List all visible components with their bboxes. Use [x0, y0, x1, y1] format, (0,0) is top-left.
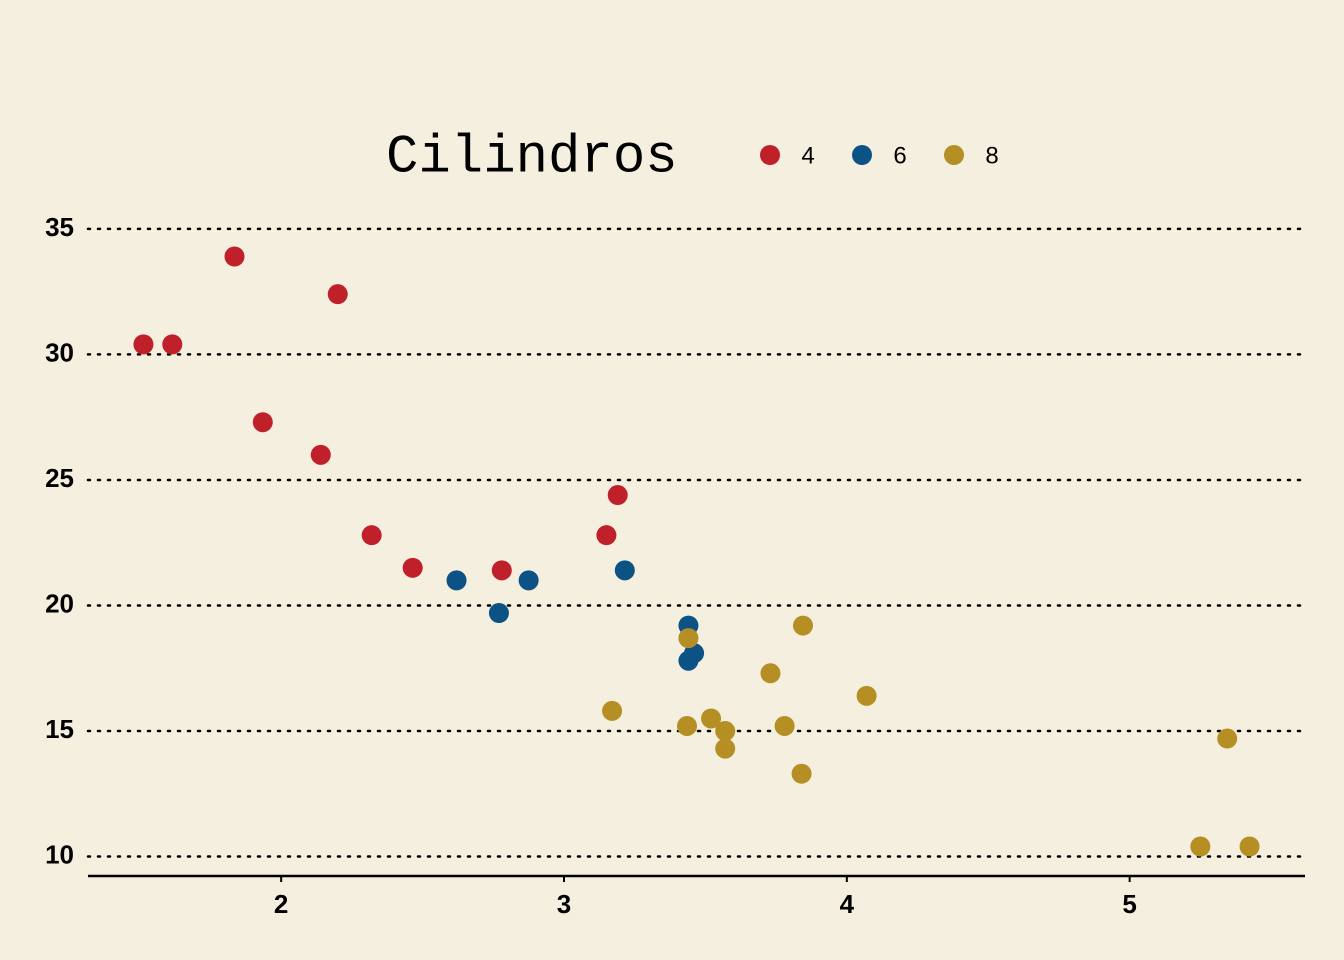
point — [701, 708, 722, 729]
point — [491, 560, 512, 581]
point — [1190, 836, 1211, 857]
point — [1239, 836, 1260, 857]
y-tick-label: 10 — [45, 839, 74, 869]
point — [678, 650, 699, 671]
point — [518, 570, 539, 591]
point — [774, 715, 795, 736]
point — [402, 557, 423, 578]
point — [614, 560, 635, 581]
point — [791, 763, 812, 784]
point — [327, 284, 348, 305]
point — [224, 246, 245, 267]
point — [678, 628, 699, 649]
y-tick-label: 25 — [45, 463, 74, 493]
legend-swatch — [852, 145, 872, 165]
point — [715, 721, 736, 742]
point — [792, 615, 813, 636]
point — [677, 715, 698, 736]
point — [856, 685, 877, 706]
y-tick-label: 30 — [45, 337, 74, 367]
x-tick-label: 5 — [1122, 889, 1136, 919]
y-tick-label: 15 — [45, 714, 74, 744]
x-tick-label: 3 — [557, 889, 571, 919]
x-tick-label: 4 — [840, 889, 855, 919]
point — [446, 570, 467, 591]
legend-swatch — [944, 145, 964, 165]
point — [252, 412, 273, 433]
point — [596, 525, 617, 546]
legend-label: 8 — [985, 142, 998, 169]
point — [1217, 728, 1238, 749]
legend-label: 4 — [801, 142, 814, 169]
x-tick-label: 2 — [274, 889, 288, 919]
legend-label: 6 — [893, 142, 906, 169]
point — [133, 334, 154, 355]
point — [162, 334, 183, 355]
point — [607, 485, 628, 506]
y-tick-label: 20 — [45, 588, 74, 618]
point — [760, 663, 781, 684]
point — [488, 603, 509, 624]
point — [310, 444, 331, 465]
legend-swatch — [760, 145, 780, 165]
y-tick-label: 35 — [45, 212, 74, 242]
point — [361, 525, 382, 546]
legend-title: Cilindros — [386, 127, 678, 188]
point — [715, 738, 736, 759]
point — [602, 700, 623, 721]
